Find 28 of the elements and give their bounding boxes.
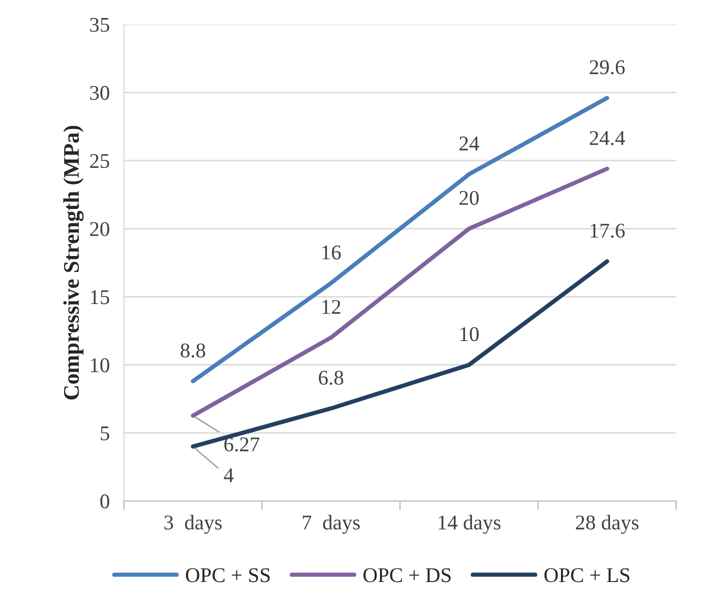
data-label: 4 (224, 468, 234, 482)
data-label: 29.6 (590, 60, 625, 74)
y-tick-label: 35 (90, 18, 110, 32)
x-tick-label: 7 days (302, 514, 360, 534)
y-tick-label: 15 (91, 290, 110, 304)
y-tick-label: 0 (100, 494, 110, 508)
data-label: 16 (322, 245, 341, 260)
x-tick-label: 14 days (438, 514, 500, 534)
data-label: 6.8 (318, 370, 344, 385)
data-label: 24.4 (590, 131, 626, 146)
data-label: 10 (460, 327, 479, 342)
y-tick-label: 10 (91, 358, 110, 372)
y-tick-label: 25 (90, 154, 110, 168)
y-tick-label: 20 (90, 222, 110, 236)
legend-label: OPC + DS (363, 568, 451, 582)
y-tick-label: 30 (90, 86, 110, 100)
data-label: 12 (322, 300, 340, 314)
x-tick-label: 28 days (576, 514, 638, 534)
data-label: 8.8 (180, 343, 206, 358)
y-tick-label: 5 (100, 426, 110, 440)
x-tick-label: 3 days (164, 514, 222, 534)
data-label: 6.27 (224, 437, 260, 452)
data-label: 17.6 (590, 224, 625, 238)
data-label: 24 (460, 136, 480, 150)
legend-label: OPC + LS (544, 568, 630, 582)
data-label: 20 (460, 190, 479, 206)
legend-label: OPC + SS (186, 568, 270, 582)
y-axis-title: Compressive Strength (MPa) (63, 126, 84, 400)
